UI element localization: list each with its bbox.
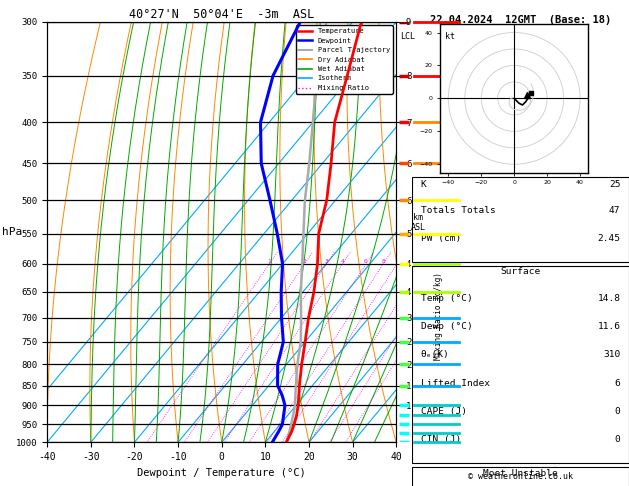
Text: θₑ(K): θₑ(K) [421, 350, 450, 360]
Text: Dewp (°C): Dewp (°C) [421, 322, 472, 331]
Text: LCL: LCL [400, 32, 415, 41]
Text: 25: 25 [609, 180, 620, 189]
Text: CAPE (J): CAPE (J) [421, 407, 467, 416]
Text: PW (cm): PW (cm) [421, 234, 461, 243]
Legend: Temperature, Dewpoint, Parcel Trajectory, Dry Adiabat, Wet Adiabat, Isotherm, Mi: Temperature, Dewpoint, Parcel Trajectory… [296, 25, 392, 94]
Bar [412, 467, 629, 486]
Text: 4: 4 [341, 259, 345, 264]
Bar [412, 266, 629, 463]
Text: K: K [421, 180, 426, 189]
Text: 22.04.2024  12GMT  (Base: 18): 22.04.2024 12GMT (Base: 18) [430, 15, 611, 25]
X-axis label: Dewpoint / Temperature (°C): Dewpoint / Temperature (°C) [137, 468, 306, 478]
Text: Totals Totals: Totals Totals [421, 206, 496, 215]
Text: 8: 8 [381, 259, 385, 264]
Text: kt: kt [445, 32, 455, 41]
Text: Lifted Index: Lifted Index [421, 379, 489, 388]
Bar [412, 177, 629, 262]
Text: 6: 6 [364, 259, 368, 264]
Y-axis label: km
ASL: km ASL [411, 213, 426, 232]
Text: Most Unstable: Most Unstable [483, 469, 558, 478]
Text: 3: 3 [325, 259, 328, 264]
Text: 310: 310 [603, 350, 620, 360]
Text: Temp (°C): Temp (°C) [421, 294, 472, 303]
Text: hPa: hPa [2, 227, 23, 237]
Title: 40°27'N  50°04'E  -3m  ASL: 40°27'N 50°04'E -3m ASL [129, 8, 314, 21]
Text: 14.8: 14.8 [598, 294, 620, 303]
Text: Mixing Ratio (g/kg): Mixing Ratio (g/kg) [433, 272, 443, 360]
Text: 0: 0 [615, 435, 620, 444]
Text: Surface: Surface [501, 267, 540, 277]
Text: 2: 2 [303, 259, 306, 264]
Text: 1: 1 [267, 259, 271, 264]
Text: 6: 6 [615, 379, 620, 388]
Text: 11.6: 11.6 [598, 322, 620, 331]
Text: 0: 0 [615, 407, 620, 416]
Text: 2.45: 2.45 [598, 234, 620, 243]
Text: CIN (J): CIN (J) [421, 435, 461, 444]
Text: © weatheronline.co.uk: © weatheronline.co.uk [468, 472, 573, 481]
Text: 47: 47 [609, 206, 620, 215]
